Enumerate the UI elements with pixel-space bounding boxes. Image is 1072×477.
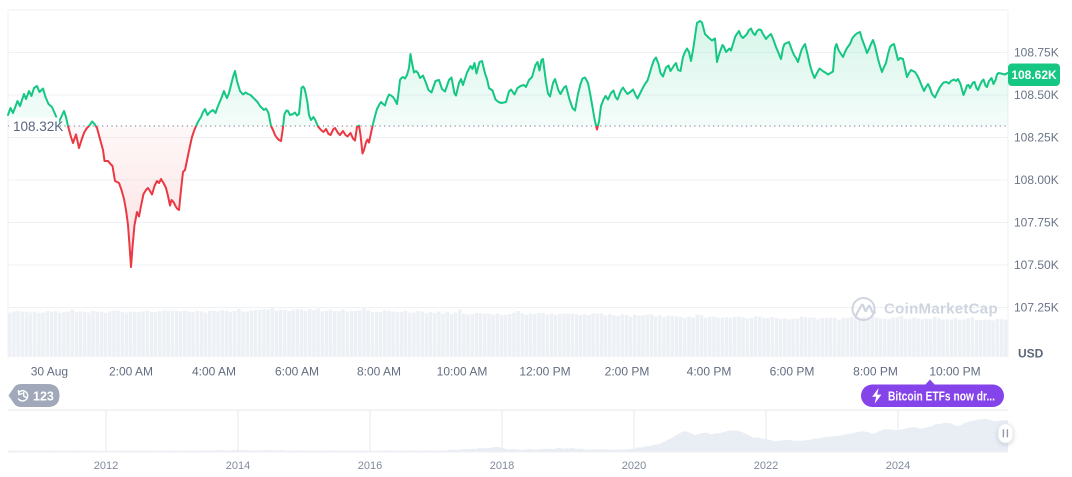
svg-text:2:00 AM: 2:00 AM: [109, 365, 153, 379]
svg-text:108.62K: 108.62K: [1011, 68, 1057, 82]
svg-text:2024: 2024: [886, 460, 910, 472]
svg-text:6:00 AM: 6:00 AM: [275, 365, 319, 379]
svg-text:108.32K: 108.32K: [13, 119, 63, 134]
svg-text:10:00 AM: 10:00 AM: [437, 365, 488, 379]
svg-text:108.50K: 108.50K: [1014, 88, 1059, 102]
svg-text:6:00 PM: 6:00 PM: [770, 365, 815, 379]
svg-text:2016: 2016: [358, 460, 382, 472]
svg-text:8:00 AM: 8:00 AM: [357, 365, 401, 379]
svg-text:4:00 AM: 4:00 AM: [192, 365, 236, 379]
svg-text:107.50K: 107.50K: [1014, 258, 1059, 272]
svg-text:107.75K: 107.75K: [1014, 216, 1059, 230]
svg-text:CoinMarketCap: CoinMarketCap: [884, 301, 998, 318]
svg-text:30 Aug: 30 Aug: [31, 365, 68, 379]
svg-text:2012: 2012: [94, 460, 118, 472]
svg-text:12:00 PM: 12:00 PM: [519, 365, 570, 379]
svg-text:10:00 PM: 10:00 PM: [929, 365, 980, 379]
svg-text:4:00 PM: 4:00 PM: [687, 365, 732, 379]
svg-text:123: 123: [33, 390, 54, 404]
svg-text:107.25K: 107.25K: [1014, 301, 1059, 315]
svg-text:2022: 2022: [754, 460, 778, 472]
svg-text:8:00 PM: 8:00 PM: [853, 365, 898, 379]
svg-text:108.00K: 108.00K: [1014, 173, 1059, 187]
svg-text:2018: 2018: [490, 460, 514, 472]
svg-text:Bitcoin ETFs now dr...: Bitcoin ETFs now dr...: [888, 389, 995, 403]
svg-text:2:00 PM: 2:00 PM: [605, 365, 650, 379]
svg-text:108.75K: 108.75K: [1014, 46, 1059, 60]
svg-text:2014: 2014: [226, 460, 250, 472]
svg-text:108.25K: 108.25K: [1014, 131, 1059, 145]
svg-text:USD: USD: [1018, 347, 1044, 361]
svg-text:2020: 2020: [622, 460, 646, 472]
